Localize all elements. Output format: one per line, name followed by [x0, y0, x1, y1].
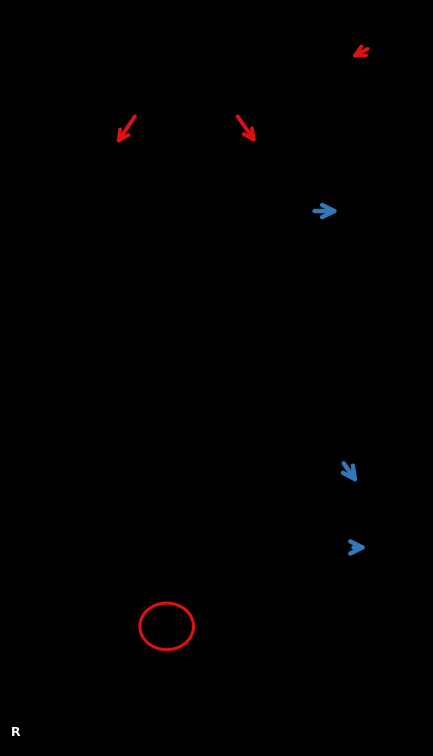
Text: R: R — [11, 726, 20, 739]
